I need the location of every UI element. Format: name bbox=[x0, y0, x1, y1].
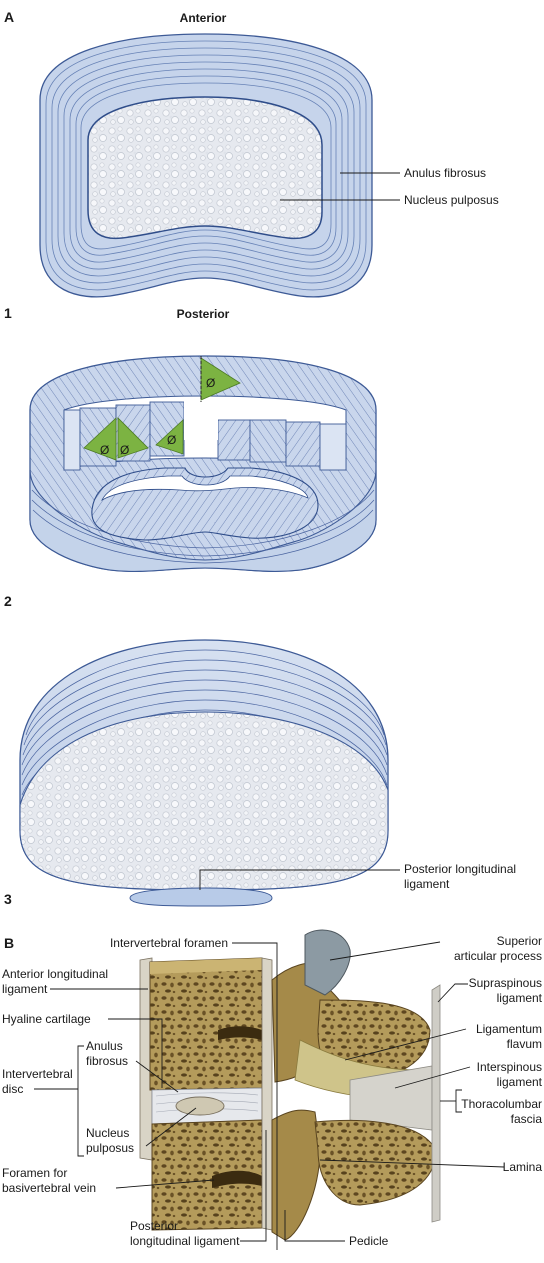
lamina-leader bbox=[319, 1159, 505, 1168]
interspinous-ligament-leader bbox=[394, 1066, 471, 1089]
pll-label-line2: ligament bbox=[404, 877, 450, 891]
intervertebral-disc-label-line2: disc bbox=[2, 1082, 23, 1096]
pedicle-label: Pedicle bbox=[349, 1234, 389, 1248]
anulus-fibrosus-b-label-line2: fibrosus bbox=[86, 1054, 128, 1068]
panel-label-2: 2 bbox=[4, 593, 12, 609]
interspinous-ligament-label-line1: Interspinous bbox=[477, 1060, 542, 1074]
superior-articular-process-leader bbox=[329, 941, 441, 961]
hyaline-cartilage-label: Hyaline cartilage bbox=[2, 1012, 91, 1026]
nucleus-pulposus-b-label-line2: pulposus bbox=[86, 1141, 134, 1155]
pll-leader-line bbox=[199, 869, 400, 890]
intervertebral-disc-bracket bbox=[77, 1045, 84, 1157]
foramen-basivertebral-leader bbox=[115, 1179, 215, 1189]
thoracolumbar-fascia-label-line2: fascia bbox=[511, 1112, 543, 1126]
foramen-basivertebral-label-line2: basivertebral vein bbox=[2, 1181, 96, 1195]
lamina-label: Lamina bbox=[503, 1160, 543, 1174]
intervertebral-foramen-leader bbox=[232, 942, 278, 1250]
ligamentum-flavum-leader bbox=[344, 1028, 467, 1061]
supraspinous-ligament-label-line1: Supraspinous bbox=[469, 976, 542, 990]
disc-cross-section bbox=[39, 33, 373, 298]
supraspinous-ligament-label-line2: ligament bbox=[497, 991, 543, 1005]
panel-label-a: A bbox=[4, 9, 14, 25]
nucleus-pulposus-b-label-line1: Nucleus bbox=[86, 1126, 129, 1140]
anulus-fibrosus-b-label-line1: Anulus bbox=[86, 1039, 123, 1053]
intervertebral-foramen-label: Intervertebral foramen bbox=[110, 936, 228, 950]
anterior-label: Anterior bbox=[180, 11, 227, 25]
posterior-label: Posterior bbox=[177, 307, 230, 321]
anulus-fibrosus-label: Anulus fibrosus bbox=[404, 166, 486, 180]
angle-symbol-top: Ø bbox=[206, 376, 215, 390]
interspinous-ligament-label-line2: ligament bbox=[497, 1075, 543, 1089]
panel-label-1: 1 bbox=[4, 305, 12, 321]
disc-lamellae-cutaway: Ø Ø Ø Ø bbox=[29, 355, 377, 572]
nucleus-pulposus-region bbox=[87, 96, 323, 240]
fiber-angle-wedges bbox=[83, 356, 241, 461]
pll-label-line1: Posterior longitudinal bbox=[404, 862, 516, 876]
posterior-longitudinal-ligament-b-label-line2: longitudinal ligament bbox=[130, 1234, 240, 1248]
angle-symbol-middle: Ø bbox=[120, 443, 129, 457]
superior-articular-process-label-line1: Superior bbox=[497, 934, 542, 948]
posterior-longitudinal-ligament-b-leader bbox=[240, 1130, 267, 1242]
posterior-longitudinal-ligament-strip bbox=[129, 887, 273, 907]
nucleus-pulposus-b-leader bbox=[145, 1107, 197, 1147]
foramen-basivertebral-label-line1: Foramen for bbox=[2, 1166, 67, 1180]
pedicle-leader bbox=[284, 1210, 345, 1242]
panel-label-b: B bbox=[4, 935, 14, 951]
anulus-fibrosus-b-leader bbox=[135, 1060, 179, 1093]
ligamentum-flavum-label-line2: flavum bbox=[507, 1037, 542, 1051]
spine-lateral-view bbox=[139, 929, 441, 1241]
anterior-longitudinal-ligament-label-line1: Anterior longitudinal bbox=[2, 967, 108, 981]
intervertebral-disc-label-line1: Intervertebral bbox=[2, 1067, 73, 1081]
angle-symbol-right: Ø bbox=[167, 433, 176, 447]
hyaline-cartilage-leader bbox=[108, 1018, 163, 1088]
thoracolumbar-fascia-label-line1: Thoracolumbar bbox=[461, 1097, 542, 1111]
nucleus-shape bbox=[175, 1096, 225, 1116]
supraspinous-ligament-leader bbox=[437, 983, 468, 1003]
posterior-longitudinal-ligament-b-label-line1: Posterior bbox=[130, 1219, 178, 1233]
nucleus-pulposus-label: Nucleus pulposus bbox=[404, 193, 499, 207]
ligamentum-flavum-label-line1: Ligamentum bbox=[476, 1022, 542, 1036]
anterior-longitudinal-ligament-label-line2: ligament bbox=[2, 982, 48, 996]
angle-symbol-left: Ø bbox=[100, 443, 109, 457]
panel-label-3: 3 bbox=[4, 891, 12, 907]
superior-articular-process-label-line2: articular process bbox=[454, 949, 542, 963]
disc-sagittal-section bbox=[19, 639, 389, 907]
